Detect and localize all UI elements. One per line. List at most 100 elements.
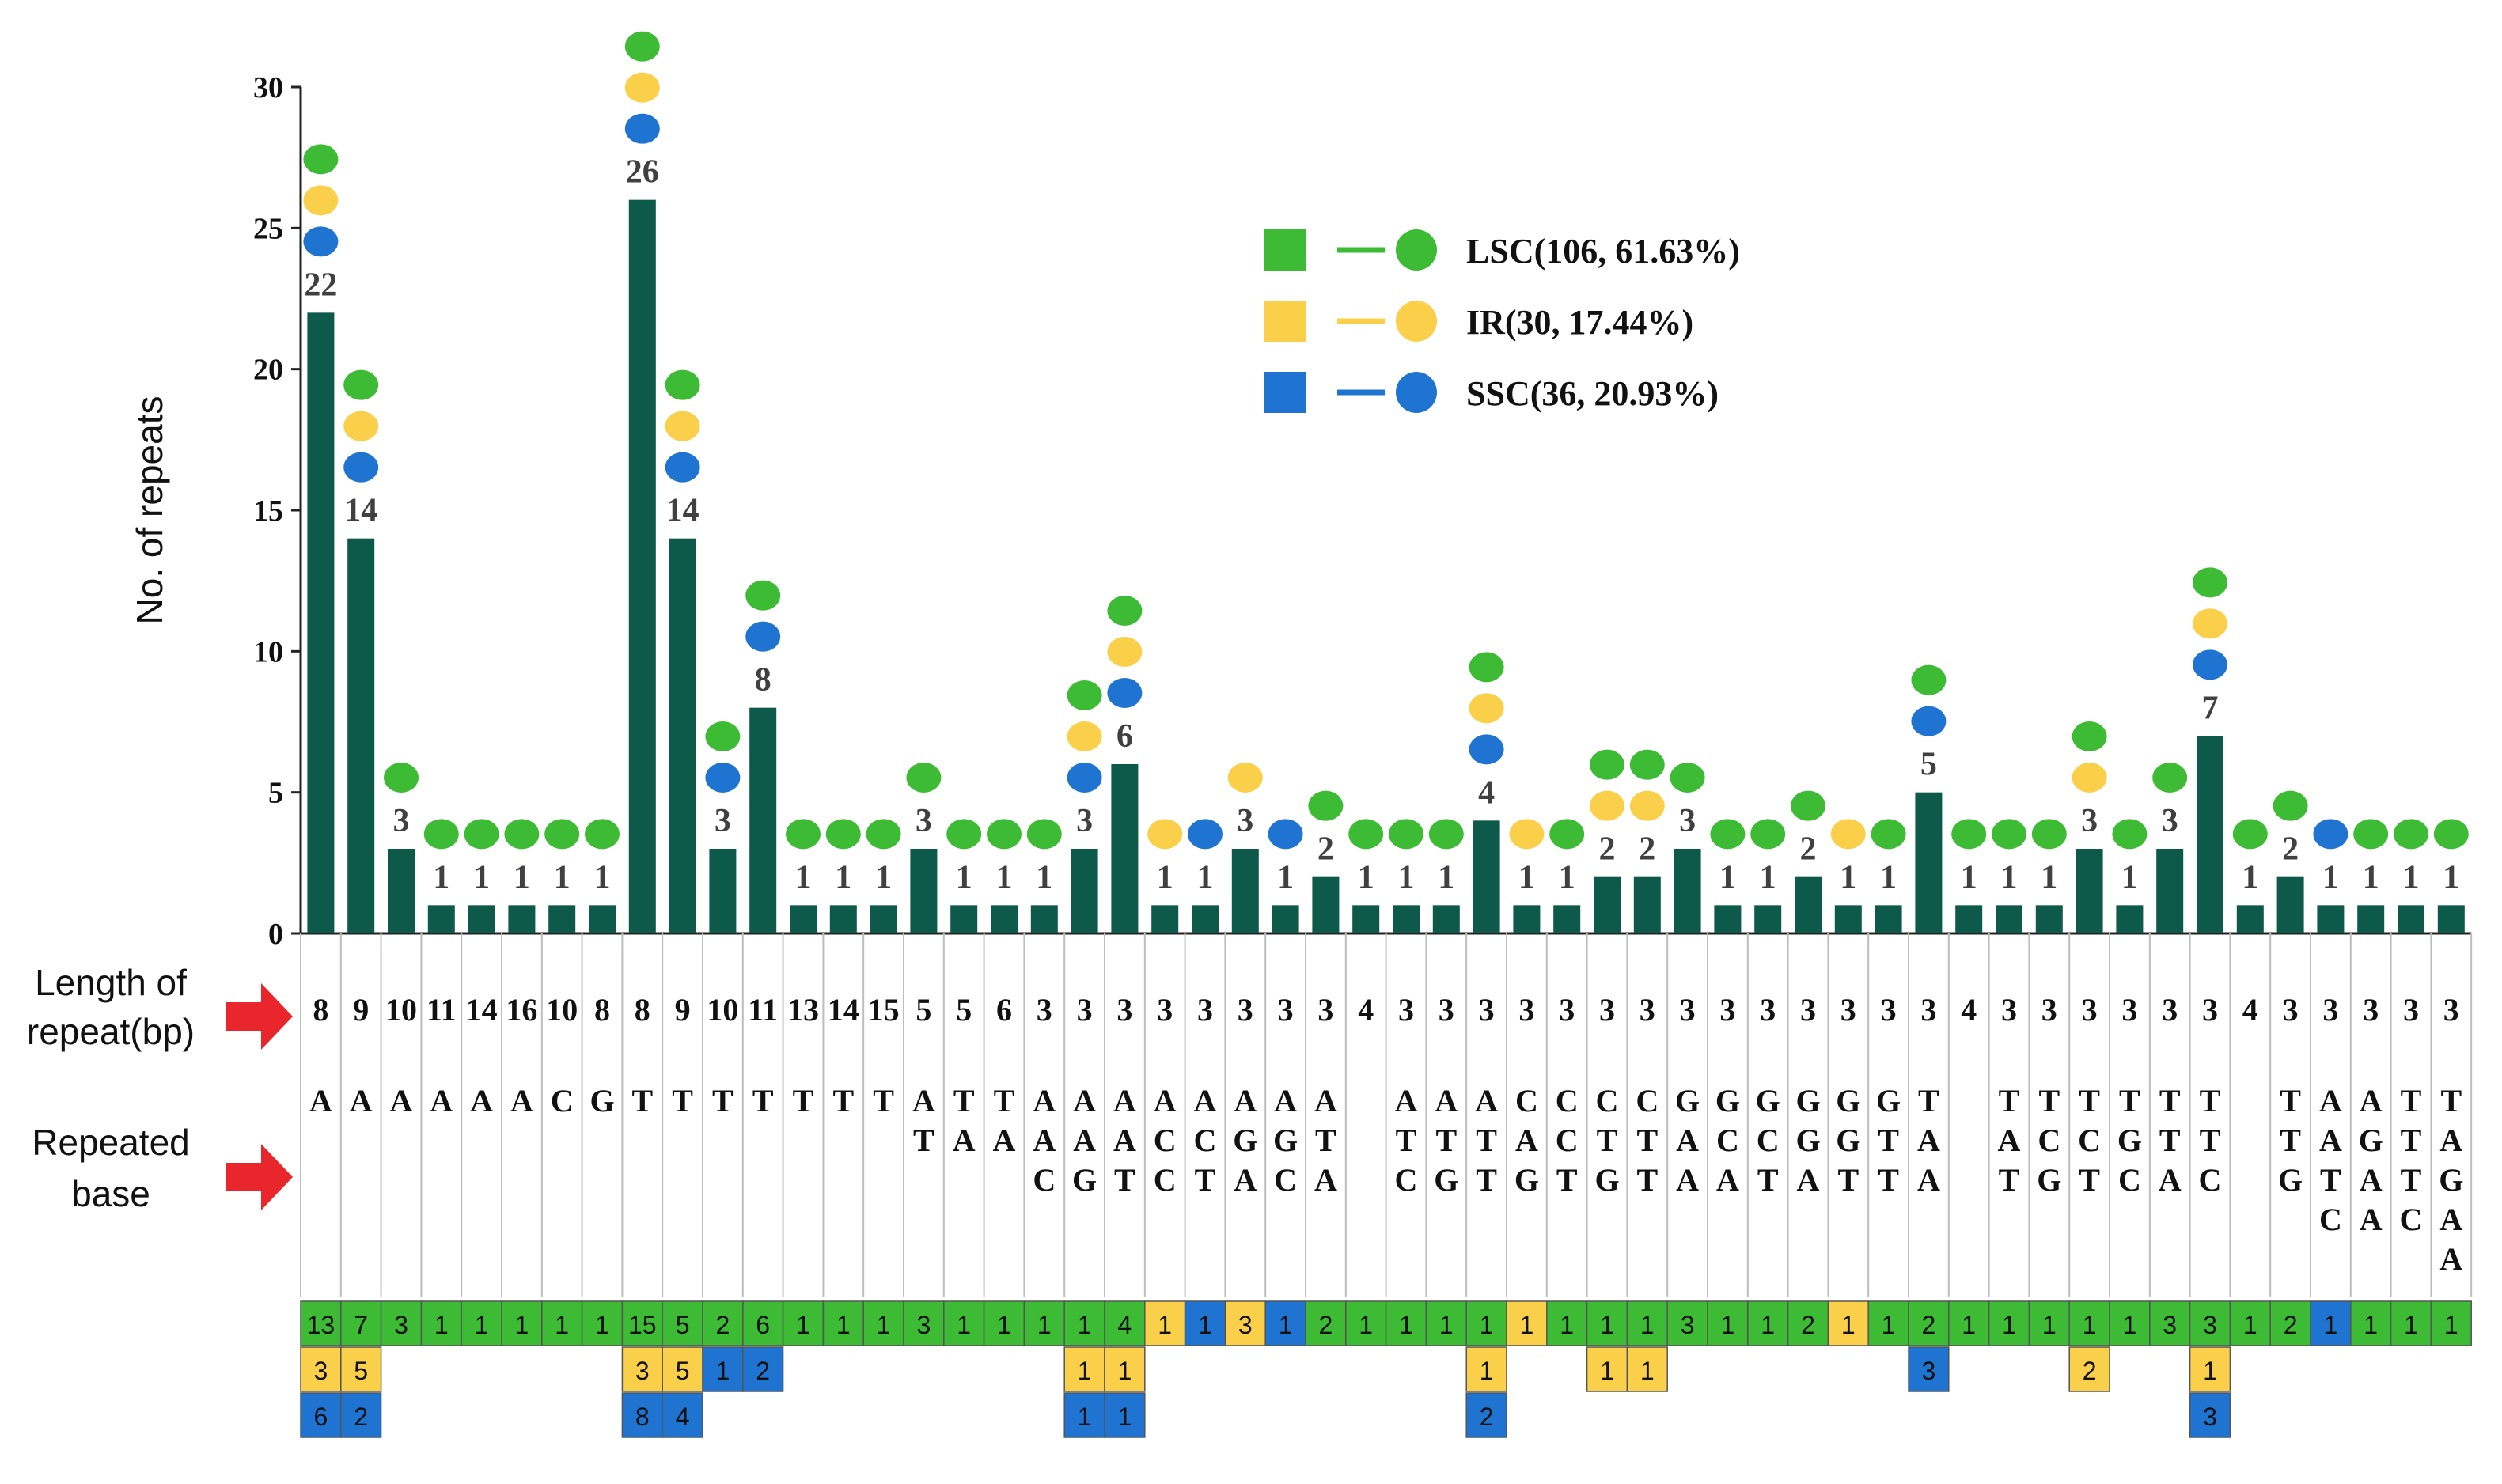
- legend-swatch-lsc: [1264, 229, 1306, 271]
- repeated-base-letter: A: [1113, 1083, 1136, 1119]
- repeat-length: 10: [546, 992, 578, 1028]
- repeated-base-letter: A: [1395, 1083, 1418, 1119]
- count-cell-value: 1: [1721, 1311, 1735, 1339]
- repeated-base-letter: C: [1556, 1083, 1579, 1119]
- region-dot-ir: [303, 185, 339, 216]
- repeated-base-letter: G: [2439, 1162, 2463, 1198]
- y-tick-label: 30: [253, 71, 283, 104]
- repeated-base-letter: C: [2118, 1162, 2141, 1198]
- region-dot-lsc: [2072, 721, 2107, 751]
- repeated-base-letter: A: [430, 1083, 453, 1119]
- count-cell-value: 1: [1520, 1311, 1534, 1339]
- region-dot-ssc: [2313, 819, 2348, 850]
- bar: [669, 538, 696, 933]
- y-tick-label: 20: [253, 354, 283, 387]
- row-labels: Length of repeat(bp) Repeated base: [27, 962, 293, 1214]
- repeated-base-letter: T: [672, 1083, 693, 1119]
- count-cell-ssc: [340, 1392, 382, 1438]
- repeat-length: 4: [1961, 992, 1977, 1028]
- bar-value-label: 1: [514, 859, 530, 895]
- repeated-base-letter: A: [1515, 1122, 1538, 1158]
- bar: [2317, 905, 2345, 933]
- bar-value-label: 1: [2121, 859, 2138, 895]
- repeated-base-letter: G: [1795, 1083, 1820, 1119]
- region-dot-lsc: [2193, 567, 2227, 598]
- repeat-length: 3: [1077, 992, 1093, 1028]
- count-cell-lsc: [2430, 1300, 2472, 1346]
- count-cell-ssc: [1063, 1392, 1105, 1438]
- count-cell-lsc: [581, 1300, 624, 1346]
- repeated-base-letter: T: [1999, 1162, 2020, 1198]
- repeated-base-letter: C: [2319, 1202, 2342, 1237]
- count-cell-ir: [1626, 1346, 1668, 1392]
- region-dot-lsc: [2112, 819, 2148, 850]
- repeated-base-letter: T: [832, 1083, 854, 1119]
- region-dot-ssc: [1107, 678, 1143, 708]
- bar: [2437, 905, 2465, 933]
- bar: [2035, 905, 2063, 933]
- repeat-length: 10: [707, 992, 738, 1028]
- region-dot-lsc: [1670, 763, 1705, 793]
- count-cell-ir: [1827, 1300, 1869, 1346]
- count-cell-ssc: [1908, 1346, 1950, 1392]
- repeat-length: 3: [1317, 992, 1333, 1028]
- repeated-base-letter: A: [350, 1083, 373, 1119]
- repeated-base-letter: G: [1594, 1162, 1619, 1198]
- repeat-length: 3: [1840, 992, 1856, 1028]
- region-dot-lsc: [745, 580, 781, 611]
- bar: [1513, 905, 1541, 933]
- count-cell-lsc: [1425, 1300, 1467, 1346]
- repeat-length: 14: [828, 992, 859, 1028]
- bar-value-label: 1: [2242, 859, 2258, 895]
- repeated-base-letter: T: [1878, 1162, 1899, 1198]
- count-cell-value: 13: [307, 1311, 335, 1339]
- legend-dot-ir: [1396, 301, 1437, 342]
- count-cell-value: 2: [1922, 1311, 1936, 1339]
- count-cell-value: 1: [1078, 1403, 1092, 1431]
- repeated-base-letter: A: [2360, 1162, 2383, 1198]
- count-cell-value: 1: [957, 1311, 971, 1339]
- repeat-length: 3: [1398, 992, 1414, 1028]
- bar: [1071, 849, 1098, 933]
- region-dot-lsc: [1107, 596, 1143, 626]
- count-cell-ir: [1506, 1300, 1548, 1346]
- repeated-base-letter: C: [2199, 1162, 2222, 1198]
- bar: [1674, 849, 1701, 933]
- region-dot-lsc: [1067, 680, 1102, 710]
- region-dot-ir: [2072, 763, 2107, 793]
- repeated-base-letter: T: [1114, 1162, 1135, 1198]
- count-cell-value: 1: [1841, 1311, 1856, 1339]
- bar: [2156, 849, 2184, 933]
- region-dot-ssc: [1911, 706, 1947, 736]
- count-cell-value: 4: [1118, 1311, 1132, 1339]
- repeated-base-letter: G: [1836, 1083, 1860, 1119]
- bar: [628, 199, 656, 933]
- repeated-base-letter: A: [1314, 1162, 1337, 1198]
- repeated-base-letter: C: [1033, 1162, 1056, 1198]
- bar-value-label: 1: [2001, 859, 2018, 895]
- bar-value-label: 2: [1800, 831, 1817, 868]
- repeated-base-letter: T: [712, 1083, 734, 1119]
- region-dot-ssc: [705, 763, 741, 793]
- bar-value-label: 2: [2282, 831, 2299, 868]
- count-cell-value: 3: [635, 1357, 650, 1385]
- repeated-base-letter: A: [1475, 1083, 1498, 1119]
- count-cell-value: 1: [434, 1311, 449, 1339]
- count-cell-value: 1: [2203, 1357, 2217, 1385]
- bar: [1714, 905, 1742, 933]
- bar: [468, 905, 495, 933]
- repeated-base-letter: A: [1917, 1122, 1940, 1158]
- bar: [2197, 736, 2223, 933]
- count-cell-value: 1: [2243, 1311, 2257, 1339]
- repeated-base-letter: T: [631, 1083, 653, 1119]
- count-cell-value: 1: [716, 1357, 730, 1385]
- repeat-length: 3: [1680, 992, 1696, 1028]
- repeat-length: 3: [1037, 992, 1052, 1028]
- repeat-length: 3: [2202, 992, 2218, 1028]
- repeated-base-letter: T: [953, 1083, 975, 1119]
- region-dot-lsc: [1629, 749, 1665, 780]
- bar-value-label: 14: [344, 493, 377, 529]
- repeat-length: 3: [2443, 992, 2459, 1028]
- region-dot-ir: [343, 411, 379, 441]
